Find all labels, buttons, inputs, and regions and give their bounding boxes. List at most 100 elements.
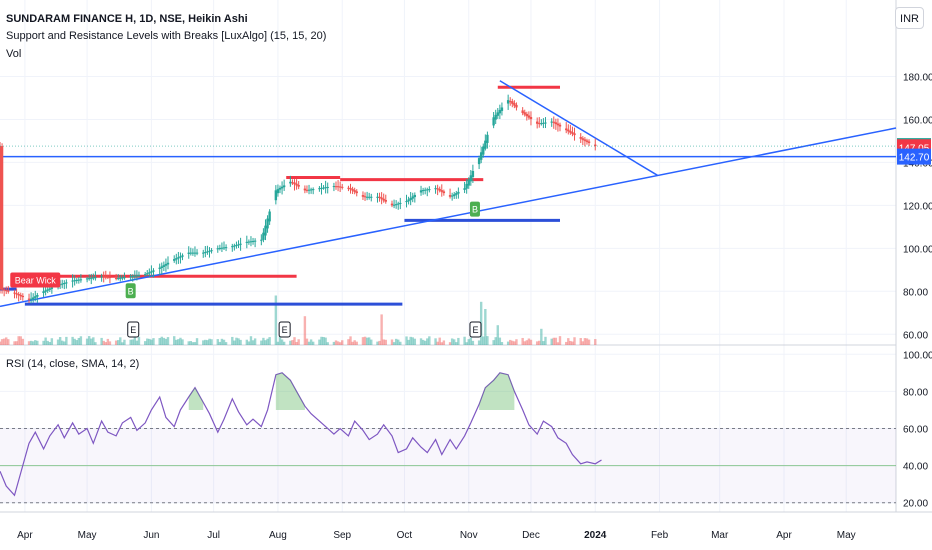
candle-body <box>297 184 300 187</box>
candle-body <box>237 244 240 246</box>
volume-bar <box>583 338 587 345</box>
candle-body <box>71 280 74 282</box>
candle-body <box>567 129 570 132</box>
volume-bar <box>71 336 74 345</box>
candle-body <box>210 250 213 252</box>
candle-body <box>409 198 412 201</box>
candle-body <box>0 146 4 290</box>
volume-bar <box>436 341 439 345</box>
volume-bar <box>421 339 425 345</box>
rsi-legend[interactable]: RSI (14, close, SMA, 14, 2) <box>6 358 140 370</box>
candle-body <box>471 171 475 178</box>
volume-bar <box>397 339 400 345</box>
volume-bar <box>556 342 560 345</box>
candle-body <box>579 137 582 139</box>
volume-bar <box>75 340 78 345</box>
candle-body <box>73 280 76 282</box>
candle-body <box>143 274 147 276</box>
candle-body <box>338 186 342 188</box>
volume-bar <box>278 336 282 345</box>
candle-body <box>438 188 441 191</box>
volume-bar <box>123 339 126 345</box>
volume-bar <box>2 338 6 345</box>
volume-bar <box>164 338 168 345</box>
signal-marker <box>469 201 480 217</box>
candle-body <box>146 273 149 275</box>
volume-legend[interactable]: Vol <box>6 48 22 60</box>
axes[interactable]: 60.0080.00100.00120.00140.00160.00180.00… <box>0 72 932 541</box>
candle-body <box>351 188 354 191</box>
candle-body <box>42 291 45 294</box>
candle-body <box>419 190 423 193</box>
candle-body <box>554 122 558 125</box>
volume-bar <box>477 340 481 345</box>
volume-bar <box>282 341 286 345</box>
volume-bar <box>486 336 489 345</box>
volume-bar <box>569 340 572 345</box>
volume-bar <box>552 337 555 345</box>
candle-body <box>405 201 408 203</box>
candle-body <box>341 186 344 188</box>
volume-bar <box>162 337 166 345</box>
volume-bar <box>409 336 412 345</box>
candle-body <box>173 259 176 261</box>
candle-body <box>0 146 2 290</box>
volume-bar <box>117 340 120 345</box>
volume-bar <box>189 341 193 345</box>
time-axis-label: Sep <box>333 530 351 541</box>
volume-bar <box>390 339 394 345</box>
volume-bar <box>428 336 431 345</box>
candle-body <box>355 191 358 194</box>
candle-body <box>231 246 234 248</box>
candle-body <box>108 277 112 279</box>
volume-bar <box>46 340 49 345</box>
price-axis-label: 180.00 <box>903 72 932 83</box>
candle-body <box>565 128 568 131</box>
volume-bar <box>181 339 184 345</box>
volume-bar <box>587 339 591 345</box>
candle-body <box>114 277 118 279</box>
signal-marker-label: Bear Wick <box>15 276 57 286</box>
volume-bar <box>293 337 296 345</box>
volume-bar <box>129 339 132 345</box>
indicator-legend[interactable]: Support and Resistance Levels with Break… <box>6 30 327 42</box>
earnings-marker-label: E <box>282 325 288 335</box>
volume-bar <box>251 340 255 345</box>
earnings-marker <box>127 321 140 338</box>
volume-bar <box>361 337 365 345</box>
candle-body <box>463 188 466 190</box>
candle-body <box>542 122 545 124</box>
candle-body <box>392 204 396 206</box>
volume-bar <box>216 339 219 345</box>
volume-bar <box>21 338 25 345</box>
volume-bar <box>247 341 251 345</box>
currency-button[interactable]: INR <box>895 7 924 29</box>
candle-body <box>77 279 81 281</box>
volume-bar <box>249 336 253 345</box>
grid <box>0 0 932 513</box>
volume-bar <box>148 338 151 345</box>
candle-body <box>276 189 280 194</box>
volume-bar <box>324 337 327 345</box>
candle-body <box>179 256 182 258</box>
candle-body <box>500 107 504 111</box>
symbol-title[interactable]: SUNDARAM FINANCE H, 1D, NSE, Heikin Ashi <box>6 13 248 25</box>
volume-bar <box>355 341 358 345</box>
candle-body <box>423 189 427 191</box>
volume-bar <box>382 339 385 345</box>
volume-bar <box>92 337 95 345</box>
volume-bar <box>131 339 134 345</box>
volume-bar <box>399 341 402 345</box>
volume-bar <box>204 339 207 345</box>
time-axis-label: Apr <box>776 530 792 541</box>
volume-bar <box>513 341 516 345</box>
signal-marker-label: B <box>128 286 134 296</box>
candle-body <box>164 263 168 266</box>
candle-body <box>289 181 292 184</box>
volume-bar <box>264 340 267 345</box>
volume-bar <box>521 337 524 345</box>
rsi-axis-label: 60.00 <box>903 425 928 436</box>
candle-body <box>195 252 199 254</box>
volume-bar <box>44 337 47 345</box>
